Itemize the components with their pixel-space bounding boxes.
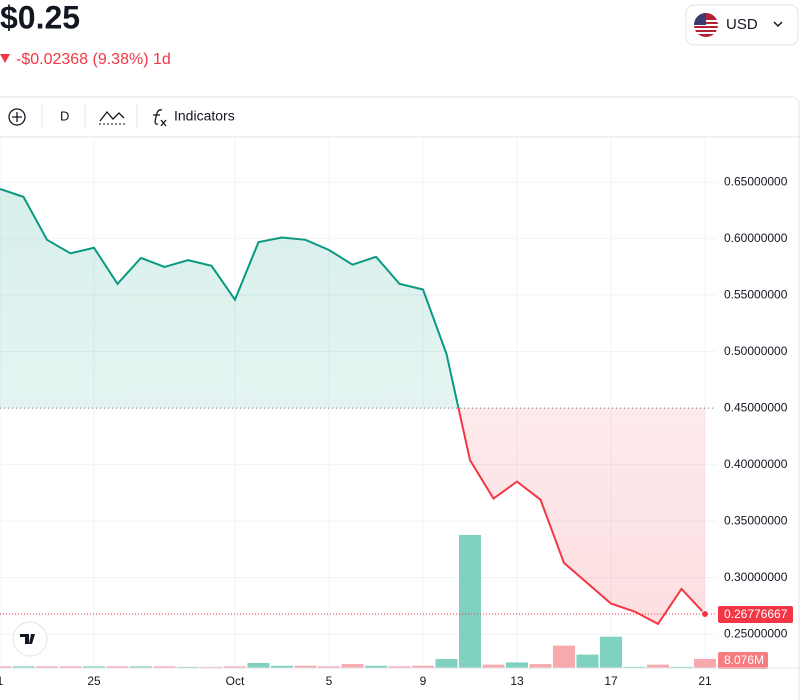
volume-bar: [177, 666, 199, 668]
chevron: [773, 21, 783, 28]
volume-bar: [670, 666, 693, 668]
flag-canton: [694, 13, 706, 25]
volume-bar: [435, 659, 458, 668]
price-change: -$0.02368 (9.38%) 1d: [16, 51, 171, 68]
volume-bar: [271, 665, 293, 668]
volume-bar: [506, 662, 528, 668]
plus: [12, 112, 22, 122]
price-tag-label: 0.26776667: [724, 607, 788, 621]
volume-bar: [412, 665, 434, 668]
x-tick-label: 1: [0, 674, 4, 688]
volume-bar: [130, 666, 152, 668]
volume-bar: [341, 664, 364, 668]
indicators-icon: [153, 109, 167, 127]
volume-bar: [224, 666, 246, 668]
y-tick-label: 0.45000000: [724, 400, 788, 414]
volume-bar: [459, 534, 481, 668]
volume-bar: [318, 666, 340, 668]
price-line-down: [457, 408, 706, 626]
currency-button[interactable]: USD: [685, 4, 799, 46]
volume-bar: [388, 666, 411, 668]
volume-bar: [36, 666, 58, 668]
volume-bar: [12, 666, 35, 668]
y-tick-label: 0.60000000: [724, 231, 788, 245]
area-up: [0, 188, 459, 409]
volume-bar: [59, 666, 82, 668]
volume-bar: [647, 664, 669, 668]
x-tick-label: 17: [604, 674, 618, 688]
area-down: [0, 408, 705, 624]
price-tag: [718, 606, 793, 624]
volume-bar: [365, 665, 387, 668]
indicators-button[interactable]: Indicators: [174, 108, 235, 124]
x-tick-label: 9: [420, 674, 427, 688]
volume-bar: [576, 654, 599, 668]
x-tick-label: Oct: [226, 674, 245, 688]
volume-bar: [294, 665, 317, 668]
down-icon: [0, 54, 10, 63]
interval-button[interactable]: D: [60, 108, 69, 123]
x-tick-label: 5: [326, 674, 333, 688]
volume-bar: [153, 666, 176, 668]
price: $0.25: [0, 0, 80, 35]
volume-bar: [529, 664, 552, 668]
plot: 0.25000000 0.30000000 0.35000000 0.40000000…: [0, 137, 801, 688]
volume-bar: [694, 658, 716, 668]
volume-bar: [106, 666, 129, 668]
x-tick-label: 21: [698, 674, 712, 688]
volume-bar: [482, 664, 505, 668]
plus-circle: [8, 108, 26, 126]
x-tick-label: 13: [510, 674, 524, 688]
button-frame: [685, 4, 799, 46]
volume-bar: [553, 645, 575, 668]
x-tick-label: 25: [87, 674, 101, 688]
volume-bar: [247, 662, 270, 668]
tv-logo: [12, 621, 48, 657]
y-tick-label: 0.50000000: [724, 344, 788, 358]
volume-bar: [600, 636, 622, 668]
volume-bar: [83, 666, 105, 668]
volume-tag: [718, 652, 768, 669]
price-line-up: [0, 188, 460, 409]
currency: USD: [726, 16, 758, 33]
volume-bar: [200, 666, 223, 668]
volume-bar: [623, 666, 646, 668]
add-button[interactable]: [8, 108, 26, 126]
y-tick-label: 0.30000000: [724, 570, 788, 584]
chart-style-button[interactable]: [99, 110, 125, 122]
volume-bar: [0, 666, 11, 668]
y-tick-label: 0.25000000: [724, 626, 788, 640]
volume-tag-label: 8.076M: [724, 653, 764, 667]
y-tick-label: 0.65000000: [724, 174, 788, 188]
y-tick-label: 0.55000000: [724, 287, 788, 301]
chart-frame: [0, 96, 800, 700]
logo-mark: [20, 634, 35, 644]
last-point: [701, 610, 709, 619]
y-tick-label: 0.40000000: [724, 457, 788, 471]
y-tick-label: 0.35000000: [724, 513, 788, 527]
